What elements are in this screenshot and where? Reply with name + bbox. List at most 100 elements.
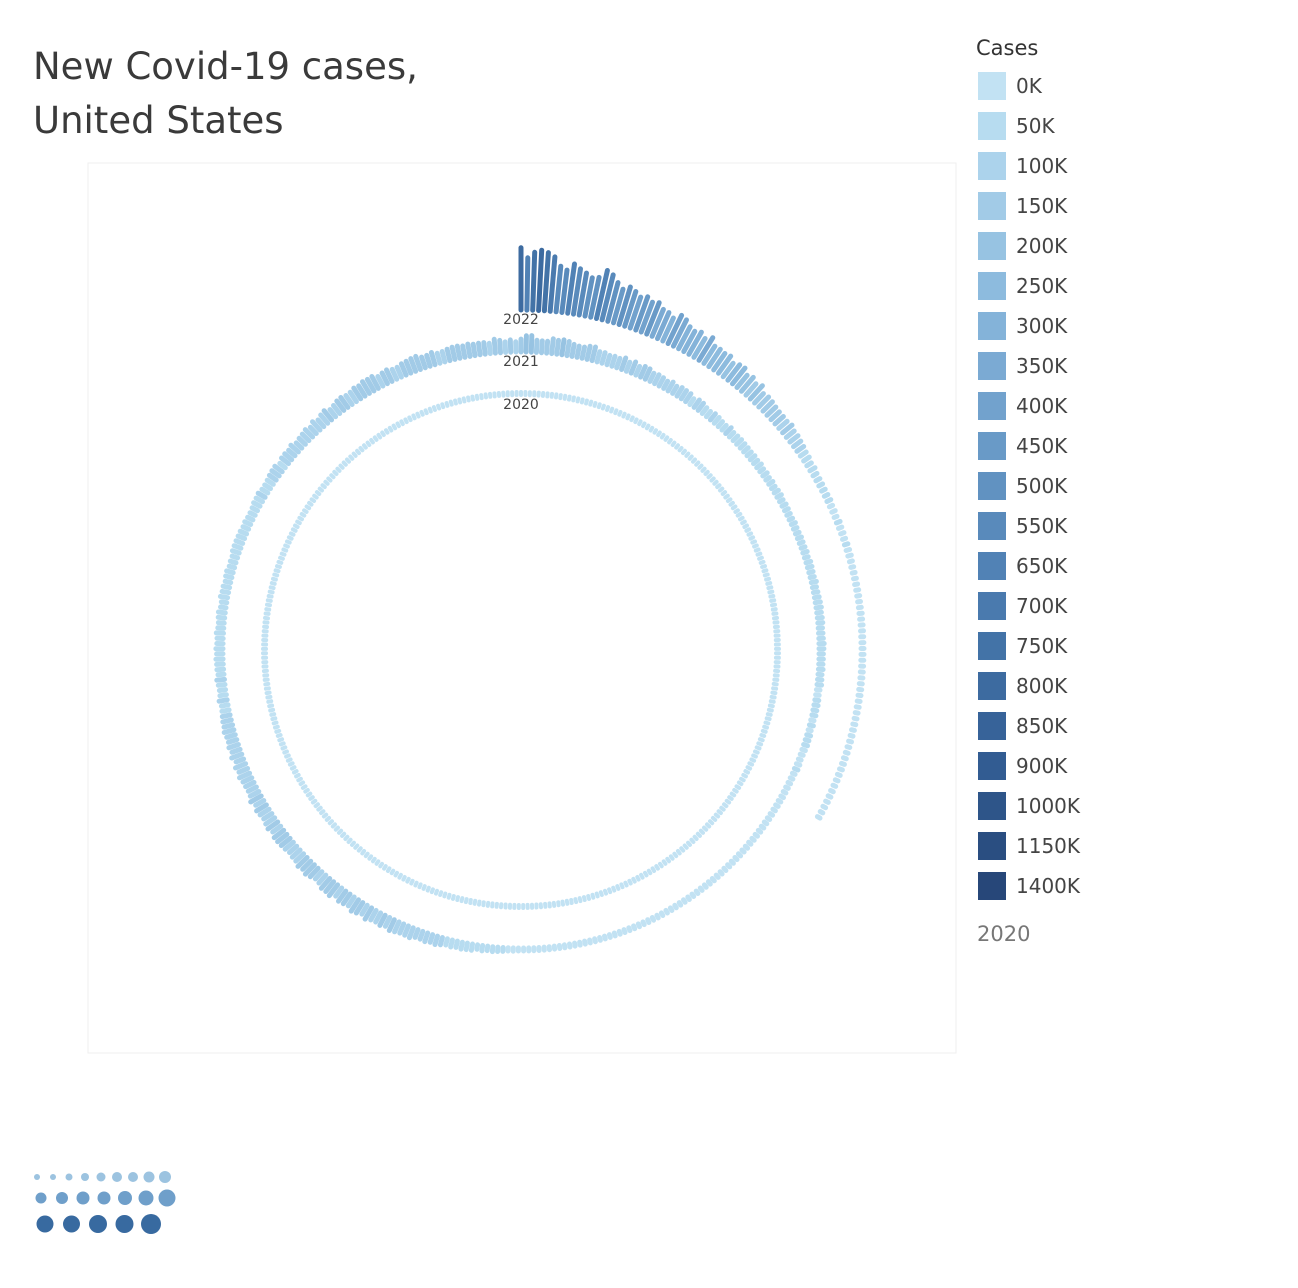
bar-2020[interactable] <box>367 854 374 861</box>
bar-2021[interactable] <box>619 355 629 372</box>
bar-2021[interactable] <box>266 472 279 483</box>
bar-2020[interactable] <box>384 428 390 435</box>
bar-2020[interactable] <box>686 840 692 847</box>
bar-2020[interactable] <box>440 402 446 410</box>
bar-2022[interactable] <box>840 535 849 542</box>
bar-2020[interactable] <box>761 568 769 574</box>
bar-2020[interactable] <box>419 410 425 417</box>
bar-2020[interactable] <box>656 430 662 437</box>
bar-2020[interactable] <box>619 882 625 890</box>
bar-2021[interactable] <box>587 937 593 946</box>
bar-2020[interactable] <box>728 500 735 507</box>
bar-2022[interactable] <box>833 518 843 526</box>
bar-2020[interactable] <box>755 551 763 557</box>
bar-2021[interactable] <box>544 338 551 356</box>
bar-2022[interactable] <box>734 372 750 390</box>
bar-2020[interactable] <box>710 815 718 822</box>
bar-2022[interactable] <box>536 247 545 313</box>
bar-2021[interactable] <box>726 430 737 440</box>
bar-2020[interactable] <box>285 539 292 545</box>
bar-2020[interactable] <box>736 780 744 787</box>
bar-2020[interactable] <box>360 849 367 856</box>
bar-2020[interactable] <box>434 888 439 896</box>
bar-2021[interactable] <box>734 437 745 447</box>
bar-2021[interactable] <box>437 935 445 948</box>
bar-2021[interactable] <box>814 682 825 688</box>
bar-2020[interactable] <box>758 559 766 565</box>
bar-2020[interactable] <box>672 851 679 859</box>
bar-2022[interactable] <box>853 704 862 710</box>
bar-2020[interactable] <box>762 724 769 730</box>
bar-2020[interactable] <box>564 898 570 906</box>
bar-2020[interactable] <box>275 564 282 569</box>
bar-2021[interactable] <box>793 761 803 768</box>
legend-item[interactable]: 650K <box>976 546 1176 586</box>
bar-2020[interactable] <box>350 840 356 847</box>
bar-2020[interactable] <box>692 834 699 841</box>
bar-2021[interactable] <box>751 457 761 467</box>
bar-2021[interactable] <box>215 682 228 688</box>
bar-2020[interactable] <box>558 393 563 401</box>
bar-2021[interactable] <box>419 354 428 371</box>
bar-2021[interactable] <box>326 882 341 899</box>
bar-2020[interactable] <box>739 776 746 783</box>
bar-2021[interactable] <box>323 879 337 894</box>
bar-2020[interactable] <box>389 868 396 876</box>
bar-2020[interactable] <box>679 846 686 853</box>
bar-2020[interactable] <box>575 396 581 404</box>
bar-2021[interactable] <box>468 941 475 953</box>
bar-2020[interactable] <box>615 884 621 891</box>
bar-2021[interactable] <box>218 599 230 606</box>
bar-2021[interactable] <box>813 687 823 693</box>
bar-2020[interactable] <box>658 861 664 869</box>
bar-2022[interactable] <box>838 530 847 537</box>
bar-2021[interactable] <box>649 915 657 923</box>
bar-2021[interactable] <box>315 417 327 430</box>
bar-2020[interactable] <box>321 812 329 819</box>
bar-2020[interactable] <box>760 728 768 734</box>
bar-2021[interactable] <box>797 751 806 758</box>
bar-2022[interactable] <box>599 272 616 323</box>
bar-2020[interactable] <box>313 802 320 809</box>
bar-2022[interactable] <box>819 486 828 494</box>
bar-2021[interactable] <box>709 876 717 884</box>
bar-2020[interactable] <box>687 454 694 461</box>
bar-2021[interactable] <box>296 435 308 447</box>
bar-2021[interactable] <box>360 379 372 396</box>
bar-2020[interactable] <box>376 432 383 440</box>
bar-2021[interactable] <box>616 928 623 937</box>
bar-2021[interactable] <box>533 337 540 355</box>
bar-2020[interactable] <box>338 463 345 470</box>
legend-item[interactable]: 1000K <box>976 786 1176 826</box>
bar-2021[interactable] <box>755 827 764 835</box>
bar-2021[interactable] <box>800 549 810 556</box>
bar-2021[interactable] <box>223 573 235 581</box>
legend-item[interactable]: 700K <box>976 586 1176 626</box>
bar-2021[interactable] <box>579 344 587 361</box>
bar-2021[interactable] <box>245 514 256 523</box>
bar-2020[interactable] <box>451 894 456 901</box>
bar-2021[interactable] <box>728 858 736 866</box>
bar-2022[interactable] <box>676 324 693 352</box>
bar-2020[interactable] <box>723 493 730 500</box>
bar-2022[interactable] <box>655 310 672 342</box>
bar-2020[interactable] <box>268 585 276 591</box>
bar-2021[interactable] <box>375 374 386 389</box>
bar-2021[interactable] <box>259 486 271 496</box>
bar-2020[interactable] <box>629 415 635 423</box>
bar-2021[interactable] <box>742 843 751 851</box>
bar-2021[interactable] <box>265 819 281 832</box>
bar-2022[interactable] <box>845 552 854 559</box>
bar-2020[interactable] <box>299 512 307 518</box>
bar-2022[interactable] <box>852 710 861 716</box>
bar-2021[interactable] <box>389 366 400 382</box>
bar-2022[interactable] <box>670 317 689 349</box>
bar-2020[interactable] <box>586 894 591 901</box>
bar-2020[interactable] <box>294 773 301 779</box>
bar-2021[interactable] <box>282 451 295 463</box>
bar-2021[interactable] <box>810 707 820 714</box>
bar-2020[interactable] <box>463 897 469 905</box>
bar-2020[interactable] <box>308 795 315 801</box>
bar-2021[interactable] <box>220 583 233 591</box>
legend-item[interactable]: 400K <box>976 386 1176 426</box>
